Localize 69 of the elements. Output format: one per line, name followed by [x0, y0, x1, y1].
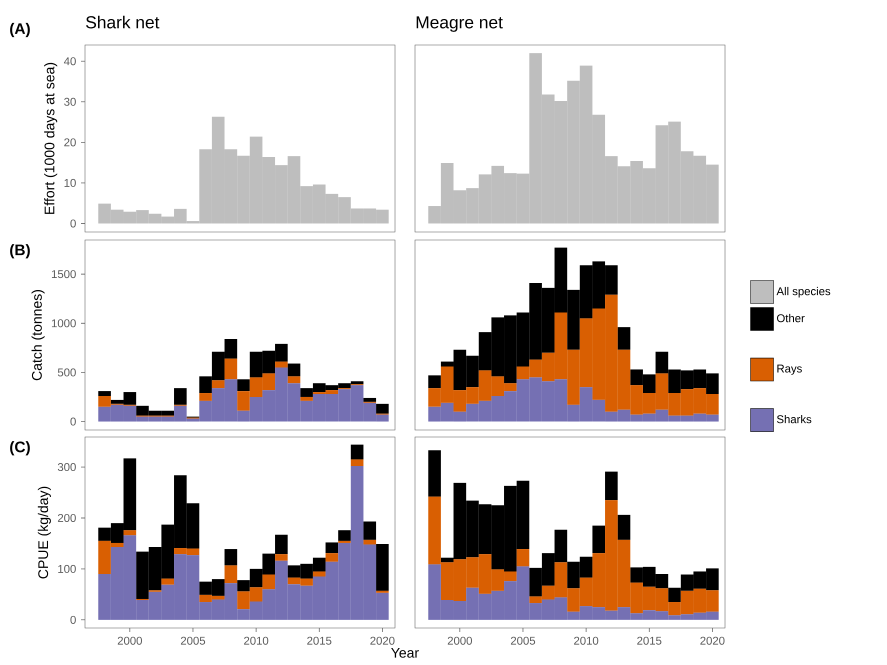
- bar: [174, 388, 187, 405]
- bar: [275, 362, 288, 368]
- y-tick-label: 100: [58, 564, 76, 573]
- y-tick-label: 10: [64, 178, 76, 187]
- x-tick-label: 2015: [637, 636, 662, 645]
- legend-label: Other: [777, 314, 805, 322]
- text: (A): [10, 22, 30, 38]
- chart-title: Meagre net: [416, 16, 503, 32]
- y-tick-label: 40: [64, 57, 76, 66]
- y-tick-label: 1000: [52, 319, 76, 328]
- x-tick-label: 2005: [180, 636, 206, 645]
- y-axis-title: CPUE (kg/day): [38, 486, 51, 578]
- bar: [326, 553, 338, 562]
- y-tick-label: 0: [70, 418, 76, 426]
- x-tick-label: 2000: [448, 636, 472, 645]
- x-tick-label: 2020: [370, 636, 395, 645]
- bar: [124, 530, 136, 536]
- bar: [212, 380, 225, 388]
- bar: [428, 450, 441, 497]
- bar: [350, 459, 364, 466]
- x-tick-label: 2000: [118, 636, 142, 645]
- x-tick-label: 2010: [244, 636, 268, 645]
- bar: [376, 404, 389, 414]
- bar: [363, 522, 376, 540]
- bar: [199, 393, 212, 401]
- bar: [275, 554, 288, 561]
- legend-label: Sharks: [776, 414, 812, 424]
- bar: [618, 514, 630, 540]
- bar: [428, 375, 441, 388]
- bar: [300, 396, 313, 401]
- y-tick-label: 20: [64, 138, 76, 146]
- y-tick-label: 500: [58, 368, 76, 376]
- bar: [288, 376, 300, 384]
- bar: [592, 526, 606, 554]
- bar: [338, 530, 351, 541]
- y-tick-label: 1500: [52, 270, 76, 278]
- chart-title: Shark net: [86, 16, 160, 28]
- bar: [350, 444, 364, 460]
- bar: [312, 571, 326, 577]
- text: (C): [10, 441, 30, 456]
- bar: [516, 549, 530, 566]
- y-tick-label: 0: [70, 219, 76, 228]
- bar: [618, 327, 630, 350]
- x-axis-title: Year: [391, 648, 419, 658]
- bar: [98, 391, 111, 396]
- x-tick-label: 2005: [510, 636, 536, 645]
- text: (B): [10, 244, 30, 258]
- y-tick-label: 30: [64, 98, 76, 106]
- x-tick-label: 2010: [574, 636, 598, 645]
- y-tick-label: 0: [70, 616, 76, 624]
- bar: [605, 472, 618, 500]
- bar: [326, 542, 338, 554]
- bar: [224, 549, 238, 566]
- bar: [237, 379, 250, 392]
- bar: [363, 398, 376, 402]
- bar: [363, 540, 376, 544]
- bar: [376, 544, 389, 591]
- y-axis-title: Catch (tonnes): [32, 290, 45, 380]
- y-tick-label: 300: [58, 463, 76, 472]
- bar: [161, 578, 174, 585]
- y-axis-title: Effort (1000 days at sea): [44, 62, 58, 214]
- legend-label: Rays: [777, 364, 802, 375]
- bar: [224, 565, 238, 584]
- x-tick-label: 2015: [307, 636, 332, 645]
- y-tick-label: 200: [58, 514, 76, 522]
- legend-label: All species: [776, 286, 830, 298]
- x-tick-label: 2020: [700, 636, 725, 645]
- bar: [224, 358, 238, 380]
- bar: [288, 364, 300, 376]
